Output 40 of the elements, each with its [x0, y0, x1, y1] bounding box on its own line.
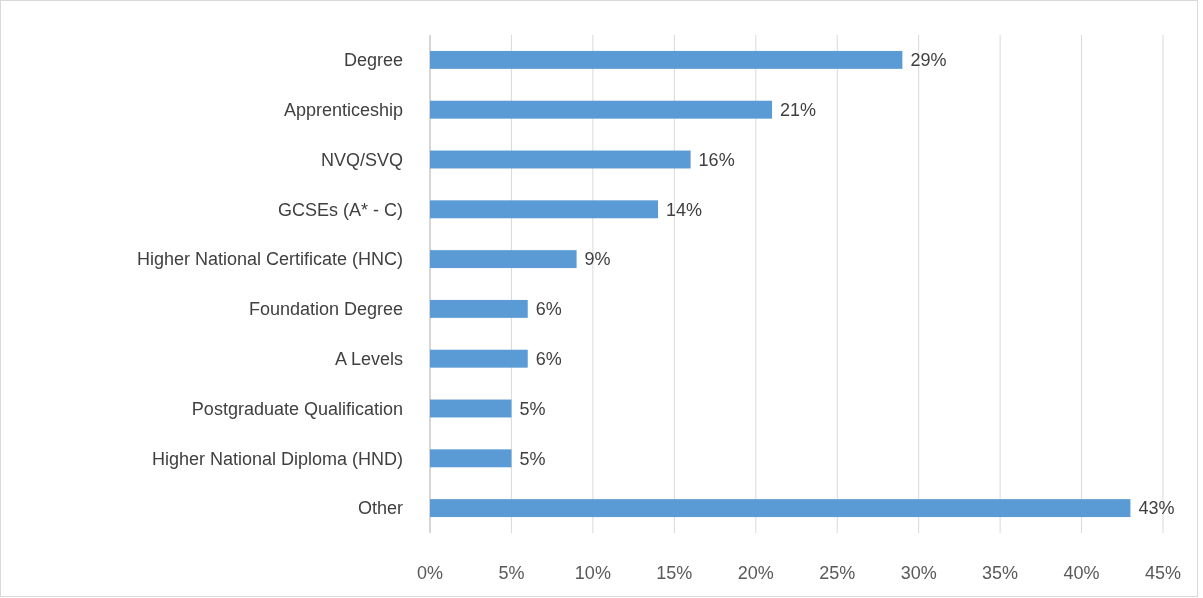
bar — [430, 100, 773, 119]
y-tick-label: A Levels — [334, 349, 403, 369]
y-tick-label: GCSEs (A* - C) — [277, 199, 403, 220]
bar — [430, 50, 903, 69]
bar — [430, 349, 528, 368]
y-tick-label: Foundation Degree — [248, 299, 403, 320]
data-label: 5% — [519, 448, 546, 469]
bar — [430, 150, 691, 169]
data-label: 43% — [1138, 498, 1175, 519]
data-label: 14% — [666, 199, 703, 220]
data-label: 6% — [535, 349, 562, 369]
y-tick-label: Degree — [343, 50, 403, 71]
y-tick-label: Apprenticeship — [283, 100, 403, 120]
x-tick-label: 45% — [1144, 563, 1182, 584]
bar — [430, 200, 659, 219]
data-label: 5% — [519, 398, 546, 419]
x-tick-label: 15% — [656, 563, 693, 584]
y-tick-label: Postgraduate Qualification — [191, 398, 403, 419]
x-tick-label: 20% — [737, 563, 774, 584]
bar — [430, 299, 528, 318]
data-label: 16% — [698, 149, 735, 170]
x-tick-label: 40% — [1063, 563, 1100, 584]
data-label: 21% — [780, 100, 817, 120]
bar — [430, 250, 577, 269]
bar — [430, 399, 512, 418]
y-tick-label: Higher National Diploma (HND) — [151, 448, 403, 469]
y-tick-label: Higher National Certificate (HNC) — [136, 249, 403, 270]
bar — [430, 499, 1131, 518]
x-tick-label: 30% — [900, 563, 937, 584]
data-label: 9% — [584, 249, 611, 270]
data-label: 6% — [535, 299, 562, 320]
bar — [430, 449, 512, 468]
x-tick-label: 35% — [982, 563, 1019, 584]
data-label: 29% — [910, 50, 947, 71]
x-tick-label: 5% — [498, 563, 525, 584]
x-tick-label: 0% — [416, 563, 444, 584]
y-tick-label: NVQ/SVQ — [320, 149, 403, 170]
x-tick-label: 25% — [819, 563, 856, 584]
y-tick-label: Other — [357, 498, 403, 519]
x-tick-label: 10% — [574, 563, 611, 584]
